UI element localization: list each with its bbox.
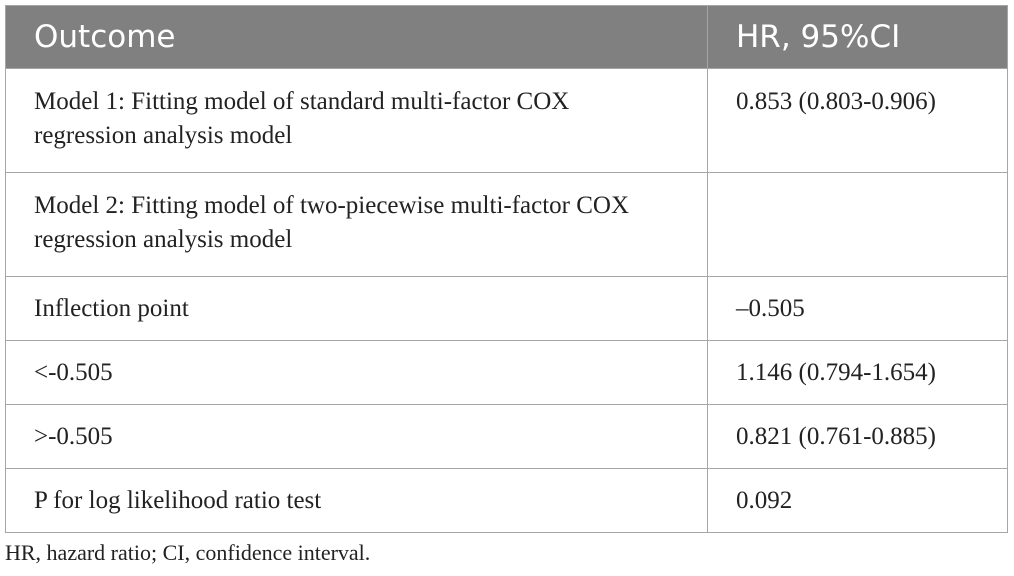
header-row: Outcome HR, 95%CI: [5, 5, 1008, 69]
table-row: <-0.505 1.146 (0.794-1.654): [5, 340, 1008, 405]
table-cell: 0.853 (0.803-0.906): [707, 68, 1008, 173]
header-cell: HR, 95%CI: [707, 5, 1008, 69]
table-cell: <-0.505: [5, 340, 708, 405]
table-cell: 1.146 (0.794-1.654): [707, 340, 1008, 405]
table-cell: Inflection point: [5, 276, 708, 341]
footnote: HR, hazard ratio; CI, confidence interva…: [5, 540, 371, 565]
table-cell: [707, 172, 1008, 277]
table-row: >-0.505 0.821 (0.761-0.885): [5, 404, 1008, 469]
table-cell: P for log likelihood ratio test: [5, 468, 708, 533]
table-body: Model 1: Fitting model of standard multi…: [5, 68, 1008, 533]
table-row: Model 2: Fitting model of two-piecewise …: [5, 172, 1008, 277]
table-cell: 0.092: [707, 468, 1008, 533]
table-row: Inflection point –0.505: [5, 276, 1008, 341]
table-row: P for log likelihood ratio test 0.092: [5, 468, 1008, 533]
table-cell: Model 1: Fitting model of standard multi…: [5, 68, 708, 173]
table-cell: >-0.505: [5, 404, 708, 469]
table-cell: Model 2: Fitting model of two-piecewise …: [5, 172, 708, 277]
header-cell: Outcome: [5, 5, 708, 69]
results-table: Outcome HR, 95%CI Model 1: Fitting model…: [5, 5, 1008, 533]
table-row: Model 1: Fitting model of standard multi…: [5, 68, 1008, 173]
table-cell: 0.821 (0.761-0.885): [707, 404, 1008, 469]
table-cell: –0.505: [707, 276, 1008, 341]
